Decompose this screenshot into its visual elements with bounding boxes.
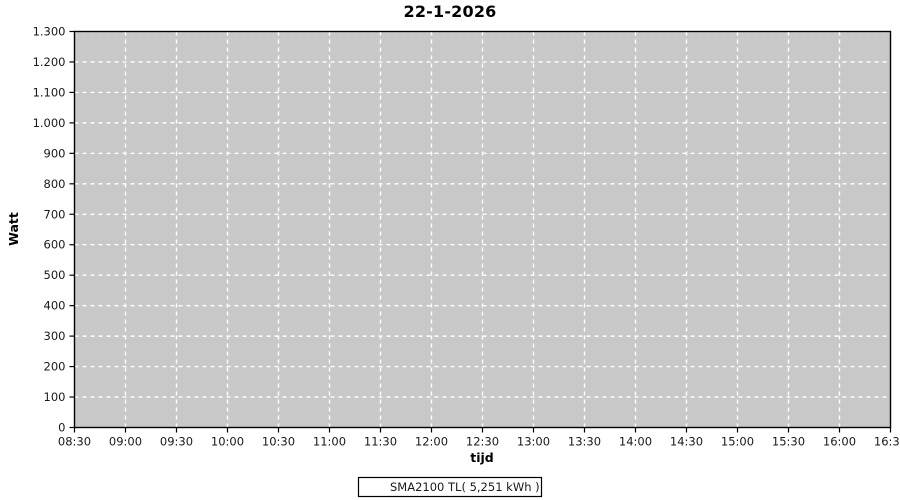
x-tick-label: 11:30: [364, 435, 397, 449]
x-tick-label: 16:00: [823, 435, 856, 449]
x-tick-label: 12:30: [466, 435, 499, 449]
x-tick-label: 10:30: [262, 435, 295, 449]
x-tick-label: 14:00: [619, 435, 652, 449]
y-tick-label: 1.300: [33, 25, 66, 39]
x-tick-label: 11:00: [313, 435, 346, 449]
x-tick-label: 15:00: [721, 435, 754, 449]
legend-label-sma2100: SMA2100 TL( 5,251 kWh ): [390, 480, 540, 494]
y-tick-label: 100: [44, 390, 66, 404]
y-axis-title: Watt: [6, 212, 21, 246]
x-tick-label: 10:00: [211, 435, 244, 449]
x-axis-title: tijd: [470, 450, 494, 465]
x-tick-label: 15:30: [772, 435, 805, 449]
y-tick-label: 700: [44, 207, 66, 221]
y-axis-ticks: 0 100 200 300 400 500 600 700 800 900 1.000 1.100 1.…: [33, 25, 75, 435]
y-tick-label: 800: [44, 177, 66, 191]
y-tick-label: 1.100: [33, 85, 66, 99]
chart-legend[interactable]: SMA2100 TL( 5,251 kWh ): [357, 476, 543, 498]
x-tick-label: 08:30: [58, 435, 91, 449]
y-tick-label: 1.000: [33, 116, 66, 130]
y-tick-label: 900: [44, 146, 66, 160]
vertical-gridlines: [124, 31, 892, 428]
x-tick-label: 09:00: [109, 435, 142, 449]
y-tick-label: 400: [44, 299, 66, 313]
y-tick-label: 500: [44, 268, 66, 282]
y-tick-label: 300: [44, 329, 66, 343]
y-tick-label: 0: [58, 421, 65, 435]
x-axis-ticks: 08:30 09:00 09:30 10:00 10:30 11:00 11:30 12:00…: [58, 427, 900, 449]
y-tick-label: 200: [44, 360, 66, 374]
x-tick-label: 13:00: [517, 435, 550, 449]
x-tick-label: 13:30: [568, 435, 601, 449]
y-tick-label: 600: [44, 238, 66, 252]
legend-box: [357, 476, 543, 498]
x-tick-label: 16:30: [874, 435, 900, 449]
x-tick-label: 14:30: [670, 435, 703, 449]
x-tick-label: 09:30: [160, 435, 193, 449]
x-tick-label: 12:00: [415, 435, 448, 449]
chart-title: 22-1-2026: [403, 2, 497, 21]
y-tick-label: 1.200: [33, 55, 66, 69]
